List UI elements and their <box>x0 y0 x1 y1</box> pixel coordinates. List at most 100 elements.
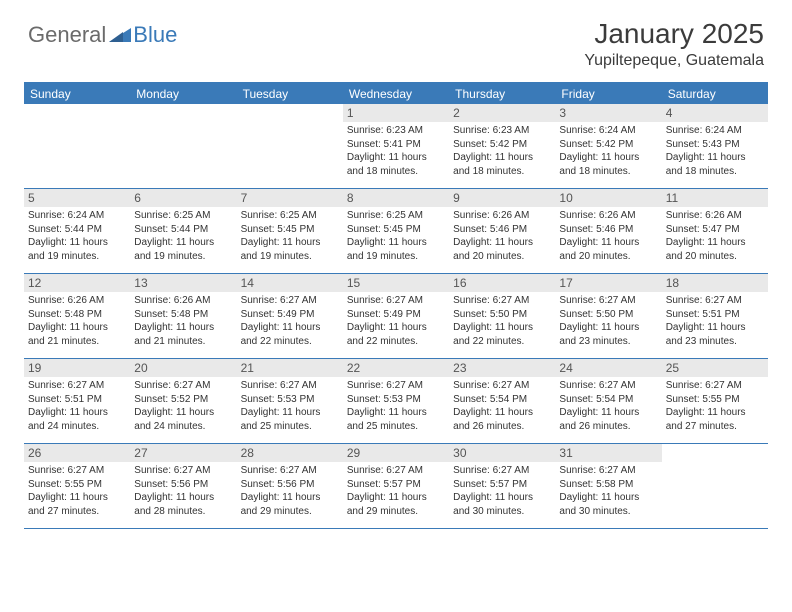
day-sun-info: Sunrise: 6:27 AMSunset: 5:57 PMDaylight:… <box>453 464 551 518</box>
day-sun-info: Sunrise: 6:27 AMSunset: 5:56 PMDaylight:… <box>241 464 339 518</box>
day-cell: 9 Sunrise: 6:26 AMSunset: 5:46 PMDaylight… <box>449 189 555 273</box>
weekday-cell: Sunday <box>24 84 130 104</box>
day-cell: 1 Sunrise: 6:23 AMSunset: 5:41 PMDaylight… <box>343 104 449 188</box>
day-cell: 29 Sunrise: 6:27 AMSunset: 5:57 PMDayligh… <box>343 444 449 528</box>
day-sun-info: Sunrise: 6:27 AMSunset: 5:53 PMDaylight:… <box>241 379 339 433</box>
day-number: 21 <box>237 359 343 377</box>
day-sun-info: Sunrise: 6:26 AMSunset: 5:46 PMDaylight:… <box>559 209 657 263</box>
day-sun-info: Sunrise: 6:24 AMSunset: 5:44 PMDaylight:… <box>28 209 126 263</box>
day-cell <box>130 104 236 188</box>
weekday-cell: Tuesday <box>237 84 343 104</box>
day-sun-info: Sunrise: 6:27 AMSunset: 5:51 PMDaylight:… <box>666 294 764 348</box>
day-number: 20 <box>130 359 236 377</box>
week-row: 5 Sunrise: 6:24 AMSunset: 5:44 PMDaylight… <box>24 189 768 274</box>
day-number: 29 <box>343 444 449 462</box>
week-row: 26 Sunrise: 6:27 AMSunset: 5:55 PMDayligh… <box>24 444 768 529</box>
day-sun-info: Sunrise: 6:27 AMSunset: 5:56 PMDaylight:… <box>134 464 232 518</box>
header-right: January 2025 Yupiltepeque, Guatemala <box>584 18 764 70</box>
day-cell: 7Sunrise: 6:25 AMSunset: 5:45 PMDaylight… <box>237 189 343 273</box>
day-number: 26 <box>24 444 130 462</box>
weekday-cell: Thursday <box>449 84 555 104</box>
day-cell <box>24 104 130 188</box>
day-number: 24 <box>555 359 661 377</box>
day-number: 13 <box>130 274 236 292</box>
day-cell: 6Sunrise: 6:25 AMSunset: 5:44 PMDaylight… <box>130 189 236 273</box>
day-cell: 4 Sunrise: 6:24 AMSunset: 5:43 PMDaylight… <box>662 104 768 188</box>
day-number: 15 <box>343 274 449 292</box>
day-sun-info: Sunrise: 6:26 AMSunset: 5:47 PMDaylight:… <box>666 209 764 263</box>
day-cell: 24 Sunrise: 6:27 AMSunset: 5:54 PMDayligh… <box>555 359 661 443</box>
day-number: 11 <box>662 189 768 207</box>
day-sun-info: Sunrise: 6:27 AMSunset: 5:54 PMDaylight:… <box>453 379 551 433</box>
day-number: 8 <box>343 189 449 207</box>
day-sun-info: Sunrise: 6:27 AMSunset: 5:49 PMDaylight:… <box>241 294 339 348</box>
day-sun-info: Sunrise: 6:26 AMSunset: 5:46 PMDaylight:… <box>453 209 551 263</box>
day-cell: 12Sunrise: 6:26 AMSunset: 5:48 PMDayligh… <box>24 274 130 358</box>
day-cell: 20Sunrise: 6:27 AMSunset: 5:52 PMDayligh… <box>130 359 236 443</box>
day-cell: 21 Sunrise: 6:27 AMSunset: 5:53 PMDayligh… <box>237 359 343 443</box>
logo: General Blue <box>28 22 177 48</box>
day-cell: 11 Sunrise: 6:26 AMSunset: 5:47 PMDayligh… <box>662 189 768 273</box>
weekday-cell: Monday <box>130 84 236 104</box>
day-sun-info: Sunrise: 6:27 AMSunset: 5:57 PMDaylight:… <box>347 464 445 518</box>
day-cell: 17 Sunrise: 6:27 AMSunset: 5:50 PMDayligh… <box>555 274 661 358</box>
day-cell: 19 Sunrise: 6:27 AMSunset: 5:51 PMDayligh… <box>24 359 130 443</box>
day-sun-info: Sunrise: 6:24 AMSunset: 5:42 PMDaylight:… <box>559 124 657 178</box>
day-sun-info: Sunrise: 6:27 AMSunset: 5:58 PMDaylight:… <box>559 464 657 518</box>
day-cell: 23 Sunrise: 6:27 AMSunset: 5:54 PMDayligh… <box>449 359 555 443</box>
day-number: 19 <box>24 359 130 377</box>
day-sun-info: Sunrise: 6:27 AMSunset: 5:54 PMDaylight:… <box>559 379 657 433</box>
day-number: 10 <box>555 189 661 207</box>
day-sun-info: Sunrise: 6:27 AMSunset: 5:51 PMDaylight:… <box>28 379 126 433</box>
day-sun-info: Sunrise: 6:23 AMSunset: 5:41 PMDaylight:… <box>347 124 445 178</box>
day-number: 17 <box>555 274 661 292</box>
day-number: 16 <box>449 274 555 292</box>
week-row: 19 Sunrise: 6:27 AMSunset: 5:51 PMDayligh… <box>24 359 768 444</box>
weeks-container: 1 Sunrise: 6:23 AMSunset: 5:41 PMDaylight… <box>24 104 768 529</box>
day-sun-info: Sunrise: 6:27 AMSunset: 5:50 PMDaylight:… <box>559 294 657 348</box>
day-cell: 27Sunrise: 6:27 AMSunset: 5:56 PMDayligh… <box>130 444 236 528</box>
day-cell: 25Sunrise: 6:27 AMSunset: 5:55 PMDayligh… <box>662 359 768 443</box>
day-cell: 28Sunrise: 6:27 AMSunset: 5:56 PMDayligh… <box>237 444 343 528</box>
day-sun-info: Sunrise: 6:25 AMSunset: 5:45 PMDaylight:… <box>347 209 445 263</box>
weekday-header-row: SundayMondayTuesdayWednesdayThursdayFrid… <box>24 84 768 104</box>
day-cell <box>662 444 768 528</box>
day-cell: 8 Sunrise: 6:25 AMSunset: 5:45 PMDaylight… <box>343 189 449 273</box>
day-cell: 30 Sunrise: 6:27 AMSunset: 5:57 PMDayligh… <box>449 444 555 528</box>
day-cell: 2 Sunrise: 6:23 AMSunset: 5:42 PMDaylight… <box>449 104 555 188</box>
week-row: 12Sunrise: 6:26 AMSunset: 5:48 PMDayligh… <box>24 274 768 359</box>
day-sun-info: Sunrise: 6:24 AMSunset: 5:43 PMDaylight:… <box>666 124 764 178</box>
day-number: 2 <box>449 104 555 122</box>
day-number: 22 <box>343 359 449 377</box>
weekday-cell: Friday <box>555 84 661 104</box>
day-number: 4 <box>662 104 768 122</box>
day-cell: 13 Sunrise: 6:26 AMSunset: 5:48 PMDayligh… <box>130 274 236 358</box>
day-cell: 5 Sunrise: 6:24 AMSunset: 5:44 PMDaylight… <box>24 189 130 273</box>
day-number: 25 <box>662 359 768 377</box>
day-cell: 14 Sunrise: 6:27 AMSunset: 5:49 PMDayligh… <box>237 274 343 358</box>
day-cell: 31 Sunrise: 6:27 AMSunset: 5:58 PMDayligh… <box>555 444 661 528</box>
day-number: 6 <box>130 189 236 207</box>
day-number: 30 <box>449 444 555 462</box>
month-title: January 2025 <box>584 18 764 50</box>
week-row: 1 Sunrise: 6:23 AMSunset: 5:41 PMDaylight… <box>24 104 768 189</box>
day-number: 9 <box>449 189 555 207</box>
logo-triangle-icon <box>109 26 131 47</box>
day-number: 31 <box>555 444 661 462</box>
day-sun-info: Sunrise: 6:27 AMSunset: 5:53 PMDaylight:… <box>347 379 445 433</box>
day-number: 5 <box>24 189 130 207</box>
day-sun-info: Sunrise: 6:23 AMSunset: 5:42 PMDaylight:… <box>453 124 551 178</box>
day-sun-info: Sunrise: 6:27 AMSunset: 5:55 PMDaylight:… <box>28 464 126 518</box>
day-number: 1 <box>343 104 449 122</box>
day-number: 18 <box>662 274 768 292</box>
day-cell: 15 Sunrise: 6:27 AMSunset: 5:49 PMDayligh… <box>343 274 449 358</box>
day-number: 12 <box>24 274 130 292</box>
day-number: 23 <box>449 359 555 377</box>
weekday-cell: Saturday <box>662 84 768 104</box>
day-sun-info: Sunrise: 6:25 AMSunset: 5:45 PMDaylight:… <box>241 209 339 263</box>
header: General Blue January 2025 Yupiltepeque, … <box>0 0 792 78</box>
day-sun-info: Sunrise: 6:26 AMSunset: 5:48 PMDaylight:… <box>134 294 232 348</box>
day-sun-info: Sunrise: 6:27 AMSunset: 5:49 PMDaylight:… <box>347 294 445 348</box>
day-cell: 10 Sunrise: 6:26 AMSunset: 5:46 PMDayligh… <box>555 189 661 273</box>
day-number: 14 <box>237 274 343 292</box>
